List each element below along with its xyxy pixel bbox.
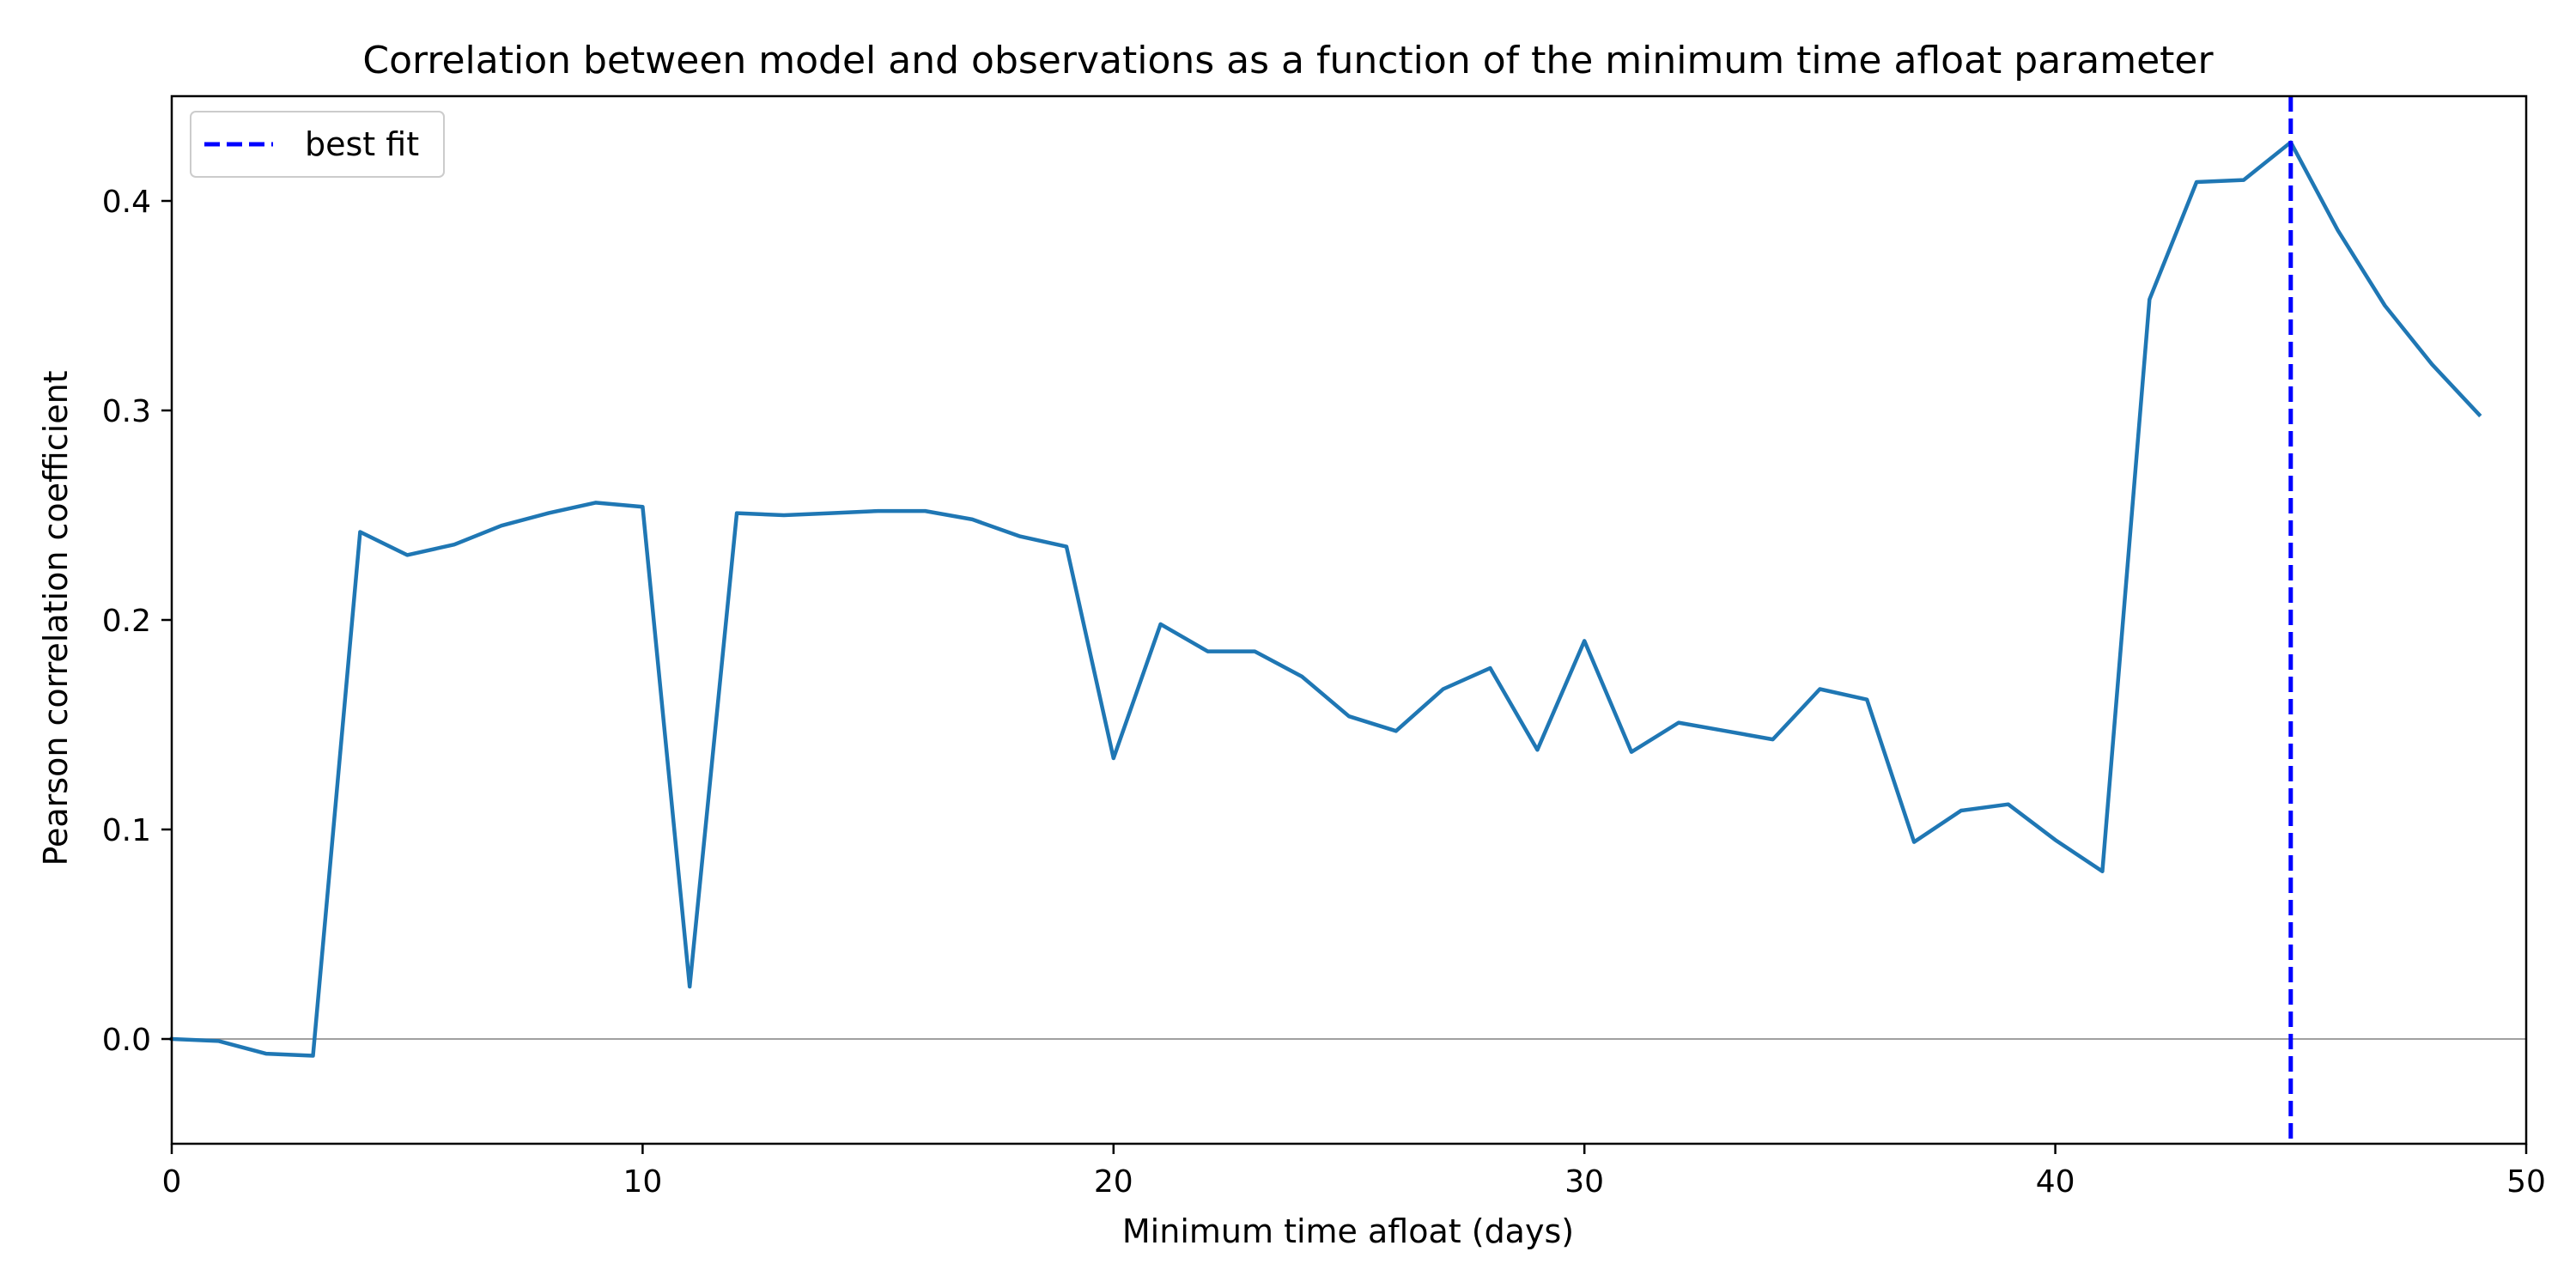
x-axis-label: Minimum time afloat (days) <box>1122 1212 1574 1250</box>
chart-title: Correlation between model and observatio… <box>362 39 2214 82</box>
x-tick-label: 0 <box>162 1164 182 1200</box>
y-tick-label: 0.3 <box>102 394 151 429</box>
series-line-0 <box>169 140 2482 1058</box>
x-tick-label: 10 <box>623 1164 662 1200</box>
x-tick-label: 30 <box>1564 1164 1604 1200</box>
y-tick-label: 0.1 <box>102 813 151 848</box>
y-tick-label: 0.4 <box>102 185 151 220</box>
legend-box <box>190 111 445 178</box>
y-axis-label: Pearson correlation coefficient <box>37 370 75 866</box>
x-tick-label: 50 <box>2506 1164 2546 1200</box>
x-tick-label: 20 <box>1094 1164 1133 1200</box>
y-tick-label: 0.0 <box>102 1023 151 1058</box>
plot-area: 0 10 20 30 40 50 0.0 0.1 0.2 0.3 0.4 best fit <box>102 94 2546 1200</box>
x-tick-label: 40 <box>2036 1164 2075 1200</box>
plot-frame <box>170 94 2528 1145</box>
y-tick-label: 0.2 <box>102 604 151 639</box>
legend-label-best-fit: best fit <box>305 125 419 163</box>
